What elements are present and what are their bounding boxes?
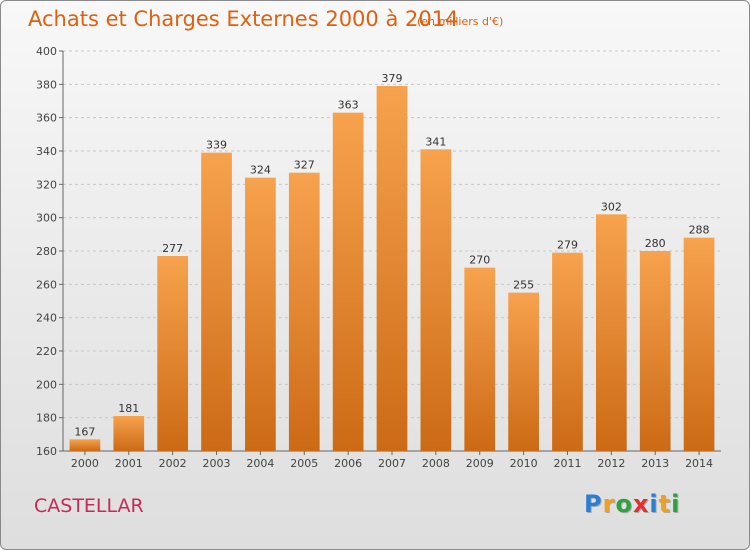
- bar-2005: [288, 172, 320, 451]
- proxiti-logo: Proxiti: [584, 490, 680, 518]
- y-tick-label: 300: [36, 212, 57, 225]
- y-tick-label: 200: [36, 378, 57, 391]
- y-tick-label: 380: [36, 78, 57, 91]
- x-tick-label-2008: 2008: [422, 457, 450, 470]
- bar-2006: [332, 112, 364, 452]
- bar-2014: [683, 237, 715, 451]
- data-label-2001: 181: [118, 402, 139, 415]
- town-name: CASTELLAR: [34, 495, 144, 517]
- data-label-2010: 255: [513, 279, 534, 292]
- y-tick-label: 320: [36, 178, 57, 191]
- x-tick-label-2011: 2011: [553, 457, 581, 470]
- logo-letter: o: [615, 490, 633, 518]
- y-tick-label: 340: [36, 145, 57, 158]
- data-label-2009: 270: [469, 254, 490, 267]
- y-tick-label: 400: [36, 45, 57, 58]
- logo-letter: P: [584, 490, 603, 518]
- x-tick-label-2009: 2009: [466, 457, 494, 470]
- data-label-2000: 167: [74, 425, 95, 438]
- data-labels: 167 181 277 339 324 327 363 379 341 270 255 279 302 2…: [74, 72, 709, 438]
- data-label-2005: 327: [294, 159, 315, 172]
- x-tick-label-2002: 2002: [159, 457, 187, 470]
- bar-2010: [508, 292, 539, 451]
- x-tick-label-2000: 2000: [71, 457, 99, 470]
- data-label-2008: 341: [425, 135, 446, 148]
- y-tick-label: 360: [36, 112, 57, 125]
- bar-2008: [420, 149, 452, 452]
- x-tick-label-2005: 2005: [290, 457, 318, 470]
- logo-letter: i: [671, 490, 681, 518]
- bar-2007: [376, 86, 408, 451]
- bar-2003: [201, 152, 232, 451]
- bar-2001: [113, 416, 145, 451]
- y-tick-label: 220: [36, 345, 57, 358]
- data-label-2012: 302: [601, 200, 622, 213]
- data-label-2011: 279: [557, 239, 578, 252]
- bar-2013: [639, 251, 671, 451]
- data-label-2013: 280: [645, 237, 666, 250]
- x-tick-label-2001: 2001: [115, 457, 143, 470]
- x-tick-label-2012: 2012: [597, 457, 625, 470]
- x-tick-label-2004: 2004: [246, 457, 274, 470]
- y-tick-label: 280: [36, 245, 57, 258]
- bar-2009: [464, 267, 496, 451]
- y-tick-label: 160: [36, 445, 57, 458]
- chart-title: Achats et Charges Externes 2000 à 2014: [28, 7, 459, 31]
- logo-letter: i: [649, 490, 659, 518]
- x-tick-label-2007: 2007: [378, 457, 406, 470]
- logo-letter: t: [658, 490, 672, 518]
- bar-2004: [245, 177, 276, 451]
- bar-2002: [157, 256, 189, 451]
- x-tick-label-2014: 2014: [685, 457, 713, 470]
- data-label-2004: 324: [250, 164, 271, 177]
- data-label-2014: 288: [689, 224, 710, 237]
- bar-2012: [595, 214, 627, 451]
- bar-2000: [69, 439, 101, 451]
- data-label-2007: 379: [382, 72, 403, 85]
- data-label-2006: 363: [338, 99, 359, 112]
- x-tick-label-2013: 2013: [641, 457, 669, 470]
- y-tick-label: 260: [36, 278, 57, 291]
- logo-letter: r: [602, 490, 616, 518]
- logo-letter: x: [632, 490, 650, 518]
- bar-2011: [552, 252, 583, 451]
- data-label-2002: 277: [162, 242, 183, 255]
- x-tick-label-2006: 2006: [334, 457, 362, 470]
- data-label-2003: 339: [206, 139, 227, 152]
- x-tick-label-2003: 2003: [203, 457, 231, 470]
- y-tick-label: 240: [36, 312, 57, 325]
- x-tick-label-2010: 2010: [510, 457, 538, 470]
- axes: 160 180 200 220 240 260 280 300 320 340 360 380 400 2…: [36, 45, 721, 470]
- chart-subtitle: (en milliers d'€): [417, 15, 504, 28]
- y-tick-label: 180: [36, 412, 57, 425]
- bars: [69, 86, 715, 452]
